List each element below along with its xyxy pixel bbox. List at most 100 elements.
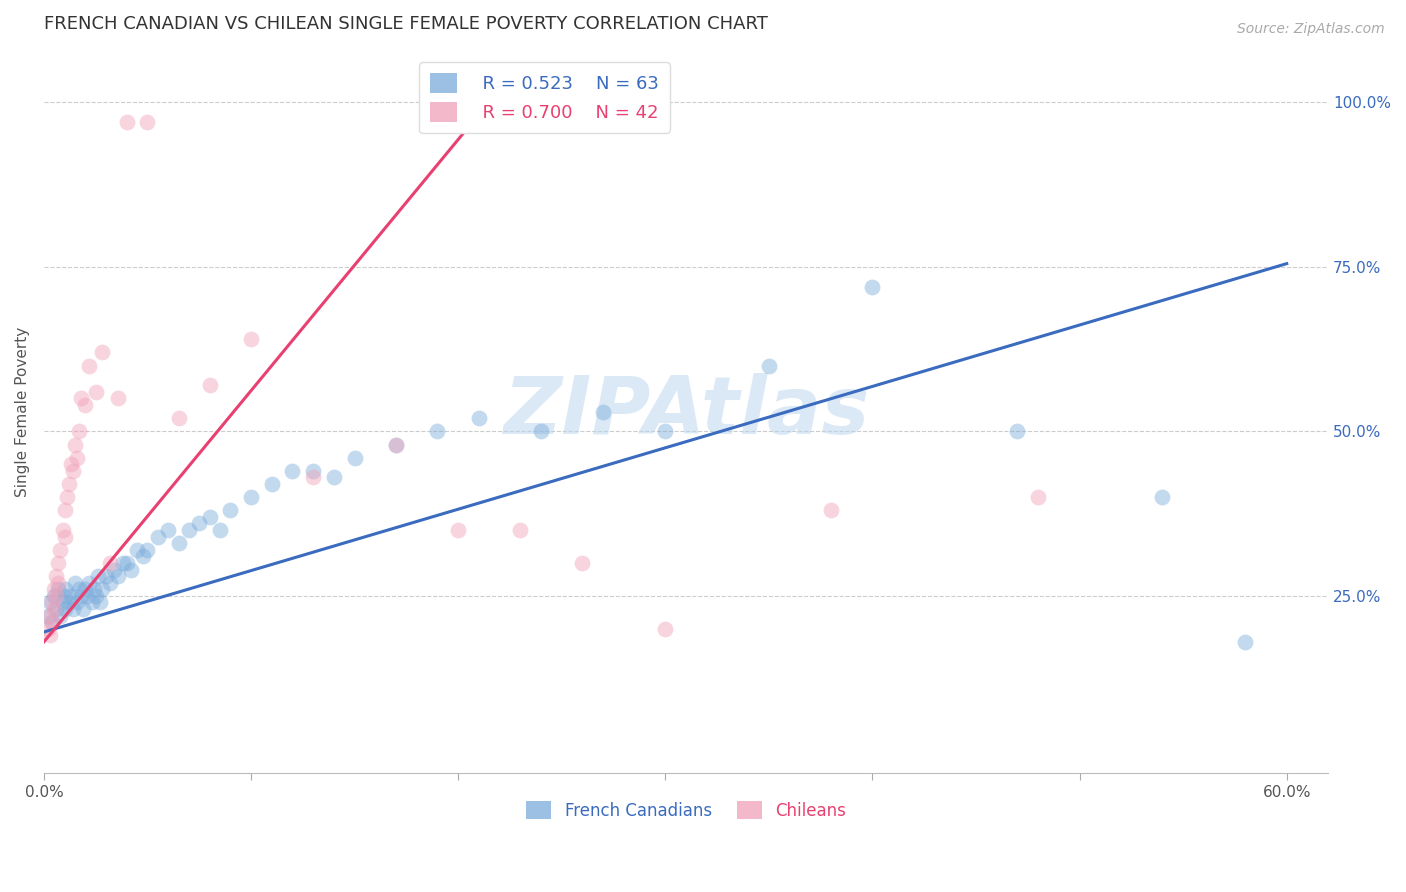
Point <box>302 470 325 484</box>
Point <box>115 556 138 570</box>
Point <box>87 569 110 583</box>
Point <box>468 411 491 425</box>
Point <box>654 622 676 636</box>
Point <box>758 359 780 373</box>
Legend: French Canadians, Chileans: French Canadians, Chileans <box>519 795 852 827</box>
Point <box>79 359 101 373</box>
Point <box>66 595 89 609</box>
Point <box>322 470 344 484</box>
Point <box>39 608 62 623</box>
Point <box>55 490 77 504</box>
Point <box>820 503 842 517</box>
Point <box>198 509 221 524</box>
Point <box>45 589 67 603</box>
Point <box>53 530 76 544</box>
Point <box>90 582 112 597</box>
Point <box>90 345 112 359</box>
Point <box>136 115 159 129</box>
Point <box>94 569 117 583</box>
Point <box>48 575 70 590</box>
Point <box>72 602 94 616</box>
Point <box>70 392 93 406</box>
Point <box>198 378 221 392</box>
Point <box>44 589 66 603</box>
Point <box>75 582 97 597</box>
Point <box>37 622 59 636</box>
Point <box>41 615 63 629</box>
Text: Source: ZipAtlas.com: Source: ZipAtlas.com <box>1237 22 1385 37</box>
Point <box>67 425 90 439</box>
Point <box>157 523 180 537</box>
Point <box>67 582 90 597</box>
Point <box>83 582 105 597</box>
Point <box>59 589 82 603</box>
Point <box>385 437 408 451</box>
Point <box>51 523 73 537</box>
Point <box>167 536 190 550</box>
Point <box>260 477 283 491</box>
Point <box>45 602 67 616</box>
Point <box>58 477 80 491</box>
Point <box>571 556 593 570</box>
Point <box>75 398 97 412</box>
Point <box>132 549 155 564</box>
Point <box>59 457 82 471</box>
Point <box>84 384 107 399</box>
Point <box>49 608 72 623</box>
Point <box>62 464 84 478</box>
Point <box>98 556 121 570</box>
Point <box>188 516 211 531</box>
Point <box>136 542 159 557</box>
Point <box>1007 425 1029 439</box>
Point <box>146 530 169 544</box>
Point <box>1152 490 1174 504</box>
Point <box>63 575 86 590</box>
Point <box>592 404 614 418</box>
Point <box>302 464 325 478</box>
Point <box>111 556 134 570</box>
Point <box>509 523 531 537</box>
Point <box>48 556 70 570</box>
Point <box>49 542 72 557</box>
Point <box>39 628 62 642</box>
Point <box>208 523 231 537</box>
Point <box>281 464 304 478</box>
Text: FRENCH CANADIAN VS CHILEAN SINGLE FEMALE POVERTY CORRELATION CHART: FRENCH CANADIAN VS CHILEAN SINGLE FEMALE… <box>44 15 768 33</box>
Point <box>53 503 76 517</box>
Point <box>53 602 76 616</box>
Point <box>53 589 76 603</box>
Point <box>63 437 86 451</box>
Point <box>654 425 676 439</box>
Point <box>51 595 73 609</box>
Point <box>66 450 89 465</box>
Point <box>44 582 66 597</box>
Point <box>80 595 103 609</box>
Point <box>76 589 98 603</box>
Point <box>167 411 190 425</box>
Point <box>41 595 63 609</box>
Point <box>862 279 884 293</box>
Point <box>89 595 111 609</box>
Point <box>84 589 107 603</box>
Point <box>79 575 101 590</box>
Point <box>1234 635 1257 649</box>
Point <box>53 582 76 597</box>
Point <box>385 437 408 451</box>
Point <box>48 582 70 597</box>
Point <box>447 523 470 537</box>
Point <box>58 595 80 609</box>
Point <box>426 425 449 439</box>
Point <box>177 523 200 537</box>
Point <box>44 602 66 616</box>
Point <box>240 332 263 346</box>
Point <box>343 450 366 465</box>
Point <box>103 562 125 576</box>
Y-axis label: Single Female Poverty: Single Female Poverty <box>15 326 30 497</box>
Text: ZIPAtlas: ZIPAtlas <box>503 373 869 450</box>
Point <box>62 602 84 616</box>
Point <box>107 569 129 583</box>
Point <box>530 425 553 439</box>
Point <box>240 490 263 504</box>
Point <box>98 575 121 590</box>
Point <box>41 615 63 629</box>
